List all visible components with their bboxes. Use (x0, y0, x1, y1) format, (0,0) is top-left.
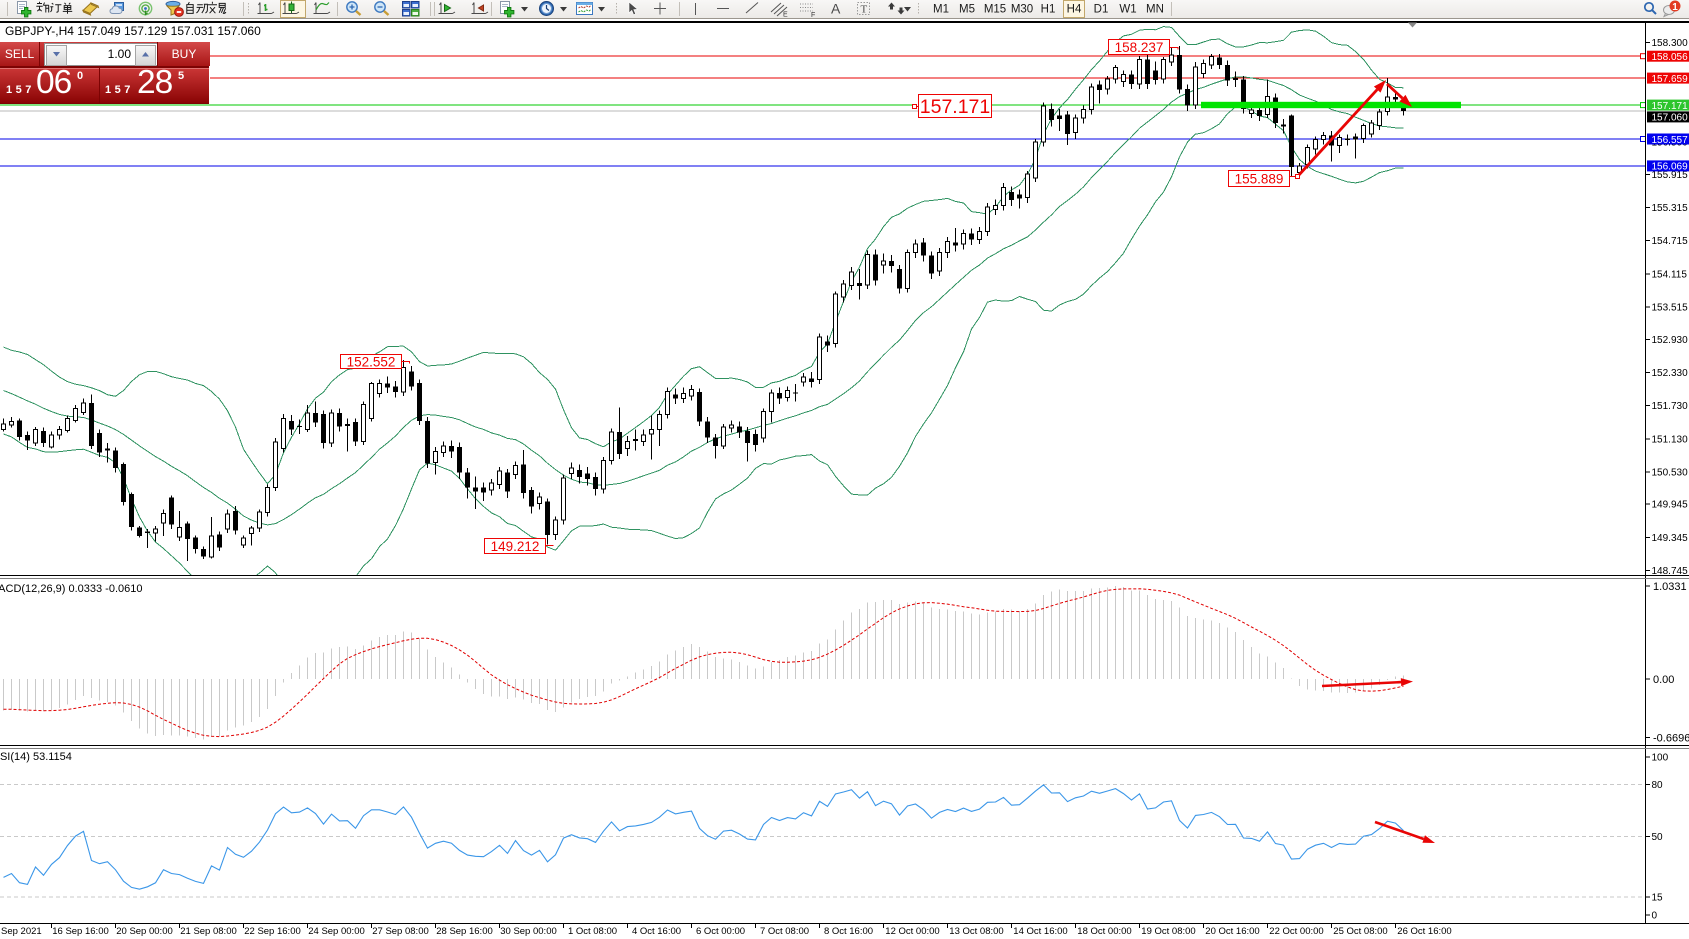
svg-text:Sep 2021: Sep 2021 (1, 926, 42, 937)
svg-text:28 Sep 16:00: 28 Sep 16:00 (436, 926, 493, 937)
svg-text:MN: MN (1146, 4, 1164, 16)
svg-text:19 Oct 08:00: 19 Oct 08:00 (1141, 926, 1195, 937)
svg-text:148.745: 148.745 (1652, 566, 1689, 577)
svg-text:155.889: 155.889 (1235, 171, 1284, 186)
svg-text:149.945: 149.945 (1652, 500, 1689, 511)
svg-text:E: E (783, 12, 788, 19)
svg-text:0.00: 0.00 (1653, 674, 1674, 686)
svg-text:152.930: 152.930 (1652, 335, 1689, 346)
svg-text:H4: H4 (1067, 4, 1082, 16)
svg-text:M1: M1 (933, 4, 949, 16)
svg-text:18 Oct 00:00: 18 Oct 00:00 (1077, 926, 1131, 937)
svg-text:153.515: 153.515 (1652, 303, 1689, 314)
svg-text:27 Sep 08:00: 27 Sep 08:00 (372, 926, 429, 937)
svg-text:25 Oct 08:00: 25 Oct 08:00 (1333, 926, 1387, 937)
svg-text:155.315: 155.315 (1652, 203, 1689, 214)
svg-text:A: A (831, 1, 841, 17)
svg-text:151.730: 151.730 (1652, 401, 1689, 412)
svg-text:154.115: 154.115 (1652, 269, 1688, 280)
svg-text:-0.6696: -0.6696 (1653, 732, 1689, 744)
svg-text:1: 1 (1672, 2, 1678, 13)
svg-text:156.069: 156.069 (1652, 162, 1689, 173)
svg-text:157.060: 157.060 (1652, 113, 1689, 124)
svg-text:RSI(14) 53.1154: RSI(14) 53.1154 (0, 751, 72, 763)
svg-text:24 Sep 00:00: 24 Sep 00:00 (308, 926, 365, 937)
svg-text:14 Oct 16:00: 14 Oct 16:00 (1013, 926, 1067, 937)
svg-text:M30: M30 (1011, 4, 1033, 16)
svg-text:149.345: 149.345 (1652, 533, 1689, 544)
svg-text:8 Oct 16:00: 8 Oct 16:00 (824, 926, 873, 937)
svg-text:156.557: 156.557 (1652, 135, 1689, 146)
svg-text:149.212: 149.212 (491, 539, 540, 554)
svg-text:MACD(12,26,9) 0.0333 -0.0610: MACD(12,26,9) 0.0333 -0.0610 (0, 583, 142, 595)
svg-text:20 Oct 16:00: 20 Oct 16:00 (1205, 926, 1259, 937)
svg-text:12 Oct 00:00: 12 Oct 00:00 (885, 926, 939, 937)
svg-text:152.552: 152.552 (347, 354, 396, 369)
svg-text:F: F (811, 12, 815, 18)
svg-text:6 Oct 00:00: 6 Oct 00:00 (696, 926, 745, 937)
svg-text:13 Oct 08:00: 13 Oct 08:00 (949, 926, 1003, 937)
svg-text:80: 80 (1652, 780, 1664, 791)
svg-text:26 Oct 16:00: 26 Oct 16:00 (1397, 926, 1451, 937)
svg-text:4 Oct 16:00: 4 Oct 16:00 (632, 926, 681, 937)
svg-text:D1: D1 (1094, 4, 1109, 16)
svg-text:30 Sep 00:00: 30 Sep 00:00 (500, 926, 557, 937)
svg-text:155.915: 155.915 (1652, 170, 1689, 181)
svg-text:157.659: 157.659 (1652, 74, 1689, 85)
svg-text:GBPJPY-,H4 157.049 157.129 15: GBPJPY-,H4 157.049 157.129 157.031 157.0… (5, 24, 261, 38)
svg-text:0: 0 (1652, 911, 1658, 922)
svg-text:22 Oct 00:00: 22 Oct 00:00 (1269, 926, 1323, 937)
svg-text:50: 50 (1652, 832, 1664, 843)
svg-text:21 Sep 08:00: 21 Sep 08:00 (180, 926, 237, 937)
svg-text:157.171: 157.171 (1652, 101, 1689, 112)
svg-text:154.715: 154.715 (1652, 236, 1689, 247)
svg-text:7 Oct 08:00: 7 Oct 08:00 (760, 926, 809, 937)
svg-text:158.300: 158.300 (1652, 38, 1689, 49)
svg-text:W1: W1 (1119, 4, 1136, 16)
svg-text:151.130: 151.130 (1652, 434, 1689, 445)
svg-text:1 Oct 08:00: 1 Oct 08:00 (568, 926, 617, 937)
svg-text:152.330: 152.330 (1652, 368, 1689, 379)
svg-text:16 Sep 16:00: 16 Sep 16:00 (52, 926, 109, 937)
svg-text:M15: M15 (984, 4, 1006, 16)
svg-text:158.056: 158.056 (1652, 52, 1689, 63)
svg-text:20 Sep 00:00: 20 Sep 00:00 (116, 926, 173, 937)
svg-text:15: 15 (1652, 893, 1664, 904)
svg-text:157.171: 157.171 (920, 96, 991, 118)
svg-text:22 Sep 16:00: 22 Sep 16:00 (244, 926, 301, 937)
svg-text:100: 100 (1652, 753, 1669, 764)
svg-text:1.0331: 1.0331 (1653, 581, 1687, 593)
svg-text:158.237: 158.237 (1115, 40, 1164, 55)
svg-text:150.530: 150.530 (1652, 467, 1689, 478)
svg-text:T: T (861, 4, 868, 16)
svg-text:H1: H1 (1041, 4, 1056, 16)
svg-text:M5: M5 (959, 4, 975, 16)
